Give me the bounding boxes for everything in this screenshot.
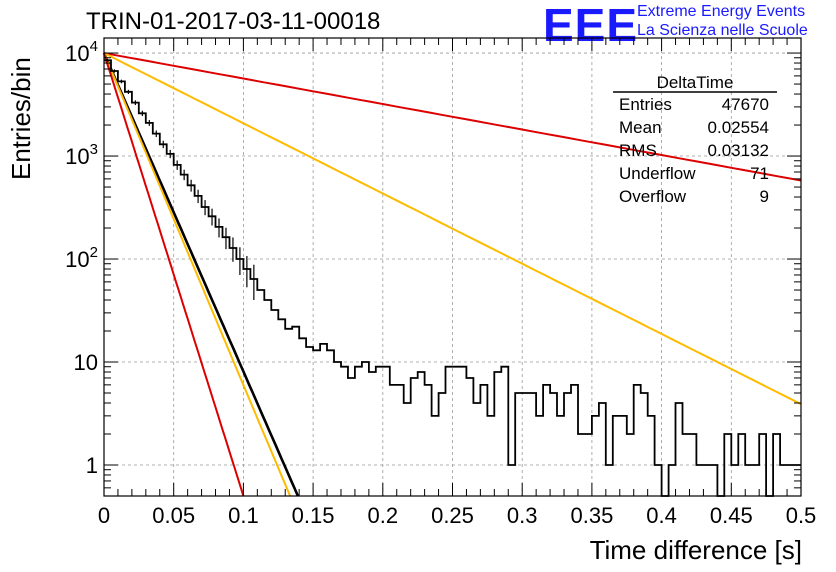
logo-line-2: La Scienza nelle Scuole (637, 22, 808, 39)
fit-line-2 (103, 52, 802, 406)
x-tick-label: 0.45 (710, 503, 753, 528)
fit-line-4 (103, 52, 245, 497)
y-tick-label: 102 (65, 244, 98, 272)
stats-row-label: Overflow (619, 187, 687, 206)
x-tick-label: 0 (98, 503, 110, 528)
x-tick-label: 0.4 (646, 503, 677, 528)
y-tick-label: 104 (65, 38, 98, 66)
eee-logo: EEE (543, 0, 639, 51)
y-tick-label: 10 (74, 350, 98, 375)
chart-title: TRIN-01-2017-03-11-00018 (86, 8, 381, 35)
stats-row-value: 9 (760, 187, 769, 206)
x-tick-label: 0.3 (507, 503, 538, 528)
y-tick-label: 1 (86, 453, 98, 478)
stats-row-label: RMS (619, 141, 657, 160)
histogram (104, 58, 801, 497)
fit-line-0 (102, 52, 300, 497)
stats-row-value: 0.03132 (708, 141, 769, 160)
x-tick-label: 0.15 (292, 503, 335, 528)
y-tick-label: 103 (65, 141, 98, 169)
stats-row-value: 71 (750, 164, 769, 183)
x-tick-label: 0.05 (152, 503, 195, 528)
histogram-steps (104, 59, 801, 497)
x-tick-label: 0.1 (228, 503, 259, 528)
fit-line-1 (103, 52, 802, 182)
x-tick-label: 0.5 (786, 503, 817, 528)
x-tick-label: 0.25 (431, 503, 474, 528)
fit-line-3 (103, 52, 292, 497)
stats-row-label: Mean (619, 118, 662, 137)
stats-row-value: 0.02554 (708, 118, 769, 137)
x-tick-label: 0.35 (570, 503, 613, 528)
x-tick-label: 0.2 (368, 503, 399, 528)
logo-line-1: Extreme Energy Events (637, 3, 806, 20)
stats-row-value: 47670 (722, 95, 769, 114)
fit-lines (102, 52, 802, 497)
stats-box-name: DeltaTime (657, 73, 734, 92)
axis-ticks: 0 0.05 0.1 0.15 0.2 0.25 0.3 0.35 0.4 0.45 0.5 104 1… (65, 38, 816, 528)
stats-row-label: Entries (619, 95, 672, 114)
x-axis-label: Time difference [s] (589, 535, 802, 565)
stats-row-label: Underflow (619, 164, 696, 183)
stats-box: DeltaTime Entries 47670 Mean 0.02554 RMS 0.031… (613, 73, 777, 206)
